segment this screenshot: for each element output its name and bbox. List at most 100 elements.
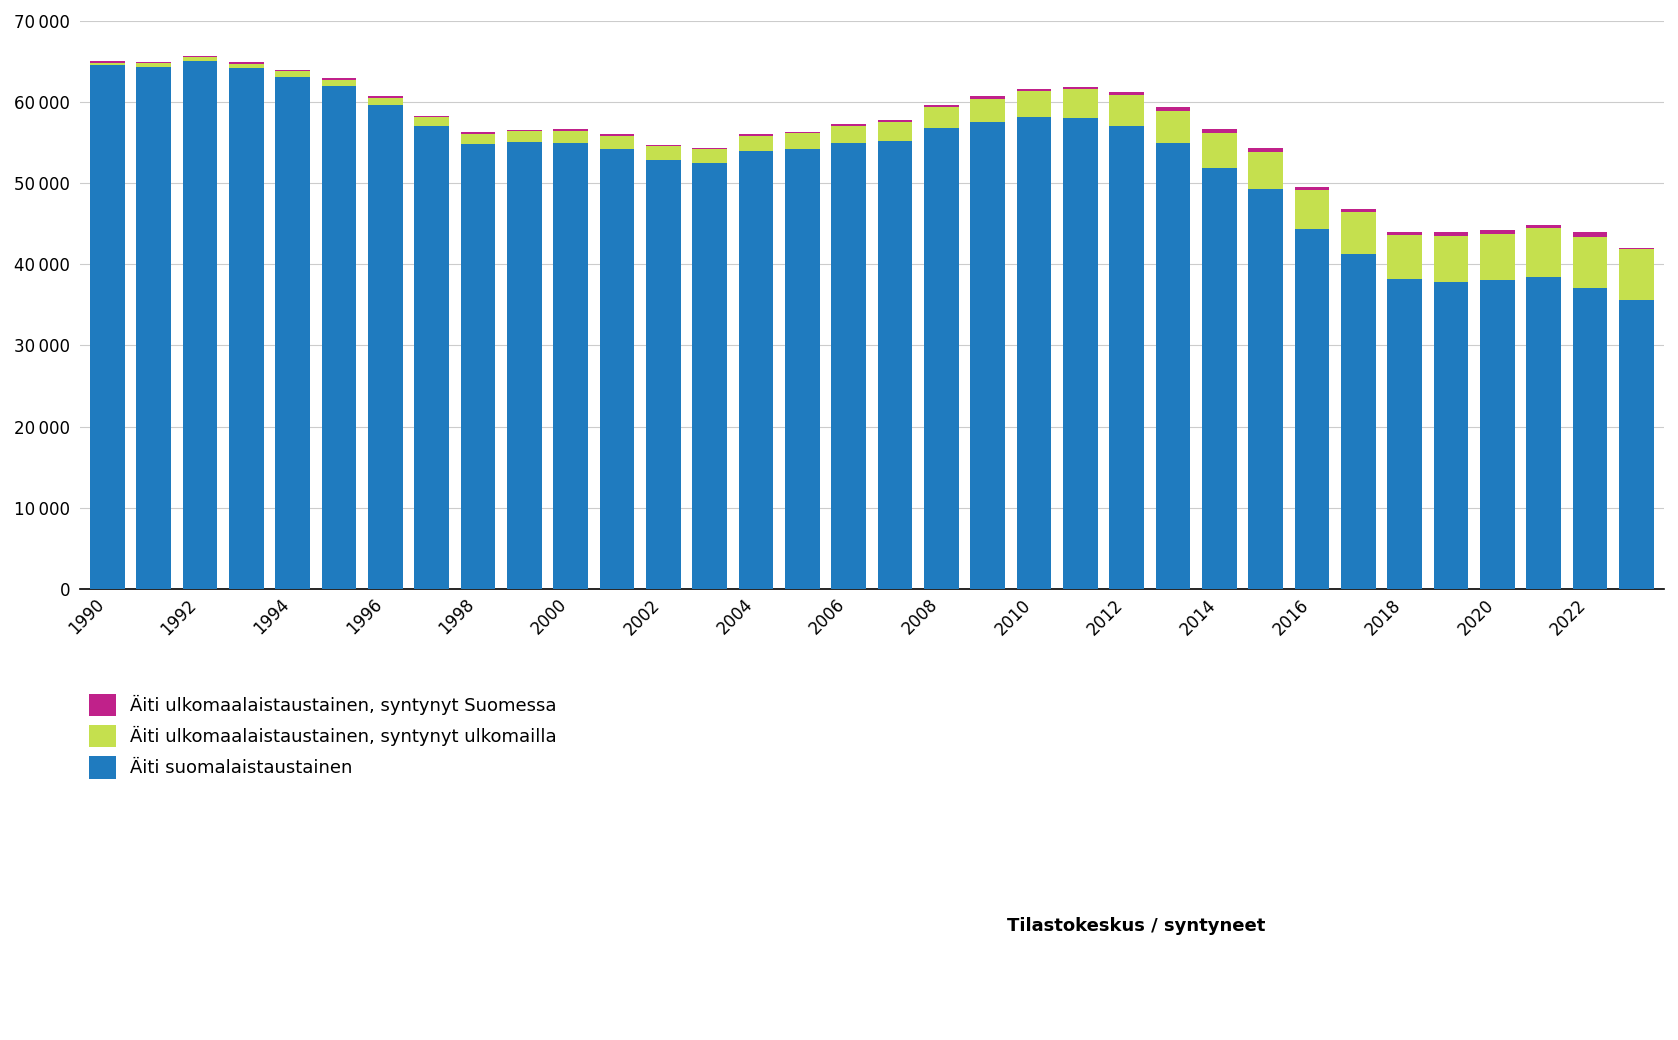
- Bar: [228, 62, 263, 63]
- Bar: [228, 63, 263, 69]
- Bar: [367, 105, 403, 589]
- Bar: [878, 120, 913, 122]
- Bar: [1341, 254, 1376, 589]
- Bar: [1527, 277, 1561, 589]
- Bar: [1341, 209, 1376, 212]
- Bar: [831, 126, 866, 142]
- Bar: [1248, 188, 1284, 589]
- Bar: [1201, 133, 1237, 167]
- Bar: [1017, 92, 1052, 118]
- Bar: [831, 124, 866, 126]
- Bar: [925, 107, 958, 128]
- Bar: [878, 140, 913, 589]
- Bar: [1527, 225, 1561, 228]
- Bar: [878, 122, 913, 140]
- Bar: [367, 97, 403, 98]
- Bar: [1109, 96, 1144, 126]
- Bar: [507, 131, 542, 142]
- Bar: [91, 61, 124, 62]
- Bar: [1480, 234, 1515, 280]
- Bar: [1295, 187, 1329, 190]
- Bar: [136, 67, 171, 589]
- Bar: [1248, 149, 1284, 152]
- Bar: [414, 126, 450, 589]
- Bar: [1201, 129, 1237, 133]
- Bar: [1480, 230, 1515, 234]
- Bar: [1433, 235, 1468, 282]
- Bar: [738, 134, 774, 136]
- Bar: [461, 132, 495, 133]
- Bar: [970, 122, 1005, 589]
- Bar: [599, 134, 634, 136]
- Bar: [1341, 212, 1376, 254]
- Bar: [646, 146, 681, 160]
- Bar: [228, 69, 263, 589]
- Bar: [414, 116, 450, 126]
- Bar: [1388, 235, 1421, 280]
- Bar: [785, 133, 821, 149]
- Bar: [785, 132, 821, 133]
- Bar: [183, 57, 218, 60]
- Bar: [507, 142, 542, 589]
- Bar: [1109, 93, 1144, 96]
- Bar: [275, 77, 310, 589]
- Bar: [1572, 237, 1608, 287]
- Bar: [322, 78, 356, 80]
- Bar: [1388, 232, 1421, 235]
- Bar: [1248, 152, 1284, 188]
- Bar: [1572, 232, 1608, 237]
- Bar: [785, 149, 821, 589]
- Bar: [91, 62, 124, 66]
- Bar: [322, 80, 356, 86]
- Bar: [554, 131, 587, 144]
- Bar: [183, 56, 218, 57]
- Bar: [738, 151, 774, 589]
- Bar: [970, 97, 1005, 99]
- Bar: [1433, 232, 1468, 235]
- Bar: [1388, 280, 1421, 589]
- Bar: [414, 115, 450, 116]
- Bar: [1156, 111, 1190, 144]
- Bar: [925, 105, 958, 107]
- Bar: [183, 60, 218, 589]
- Bar: [925, 128, 958, 589]
- Bar: [1156, 107, 1190, 111]
- Bar: [136, 63, 171, 67]
- Bar: [554, 129, 587, 131]
- Bar: [831, 142, 866, 589]
- Bar: [367, 98, 403, 105]
- Bar: [1527, 228, 1561, 277]
- Bar: [738, 136, 774, 151]
- Bar: [599, 149, 634, 589]
- Bar: [1295, 190, 1329, 229]
- Bar: [507, 130, 542, 131]
- Bar: [275, 70, 310, 71]
- Bar: [1201, 167, 1237, 589]
- Bar: [1156, 144, 1190, 589]
- Bar: [1619, 250, 1655, 300]
- Bar: [1572, 287, 1608, 589]
- Bar: [1619, 300, 1655, 589]
- Bar: [1017, 89, 1052, 92]
- Bar: [1109, 126, 1144, 589]
- Bar: [554, 144, 587, 589]
- Bar: [1017, 118, 1052, 589]
- Bar: [1062, 89, 1097, 118]
- Bar: [275, 71, 310, 77]
- Bar: [1295, 229, 1329, 589]
- Bar: [970, 99, 1005, 122]
- Bar: [1619, 249, 1655, 250]
- Bar: [1062, 118, 1097, 589]
- Bar: [461, 145, 495, 589]
- Bar: [1433, 282, 1468, 589]
- Bar: [322, 86, 356, 589]
- Bar: [461, 133, 495, 145]
- Legend: Äiti ulkomaalaistaustainen, syntynyt Suomessa, Äiti ulkomaalaistaustainen, synty: Äiti ulkomaalaistaustainen, syntynyt Suo…: [89, 695, 557, 779]
- Bar: [693, 162, 727, 589]
- Bar: [136, 62, 171, 63]
- Bar: [91, 66, 124, 589]
- Bar: [646, 160, 681, 589]
- Bar: [693, 149, 727, 162]
- Bar: [1062, 86, 1097, 89]
- Bar: [599, 136, 634, 149]
